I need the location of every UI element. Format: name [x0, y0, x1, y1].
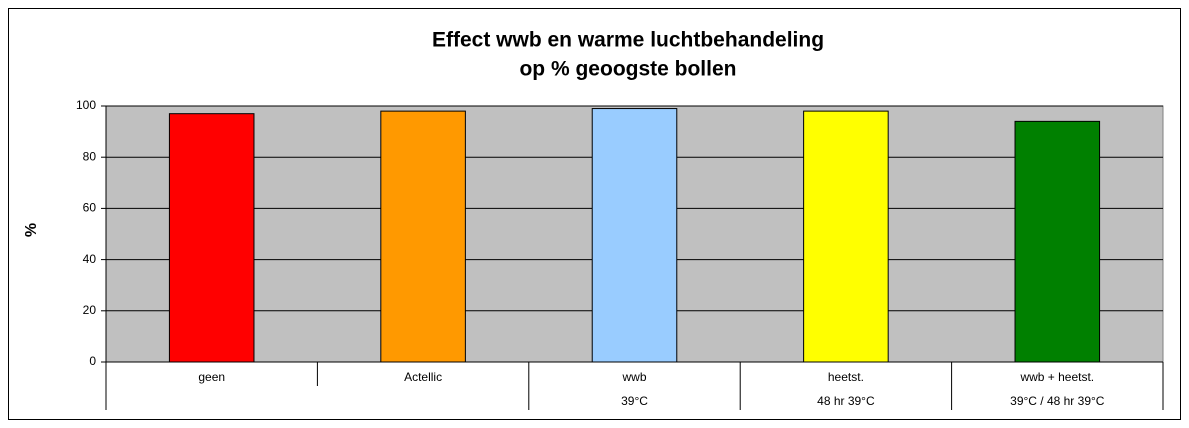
x-tick-label: geen — [198, 370, 225, 384]
y-tick-label: 0 — [89, 354, 96, 368]
x-tick-label: 39°C / 48 hr 39°C — [1010, 394, 1105, 408]
bar — [380, 110, 466, 363]
bar — [803, 110, 889, 363]
x-tick-label: 48 hr 39°C — [817, 394, 875, 408]
x-tick-label: 39°C — [621, 394, 648, 408]
y-tick-label: 20 — [83, 303, 97, 317]
chart-title: op % geoogste bollen — [519, 58, 736, 81]
bar — [168, 113, 255, 363]
y-tick-label: 40 — [83, 252, 97, 266]
x-tick-label: heetst. — [828, 370, 864, 384]
y-tick-label: 100 — [76, 98, 96, 112]
bar — [1014, 120, 1101, 363]
y-tick-label: 60 — [83, 201, 97, 215]
y-axis-label: % — [23, 223, 40, 237]
bar — [591, 108, 678, 363]
x-tick-label: wwb + heetst. — [1019, 370, 1094, 384]
y-tick-label: 80 — [83, 149, 97, 163]
x-tick-label: wwb — [621, 370, 646, 384]
x-tick-label: Actellic — [404, 370, 442, 384]
chart-title: Effect wwb en warme luchtbehandeling — [432, 29, 824, 52]
